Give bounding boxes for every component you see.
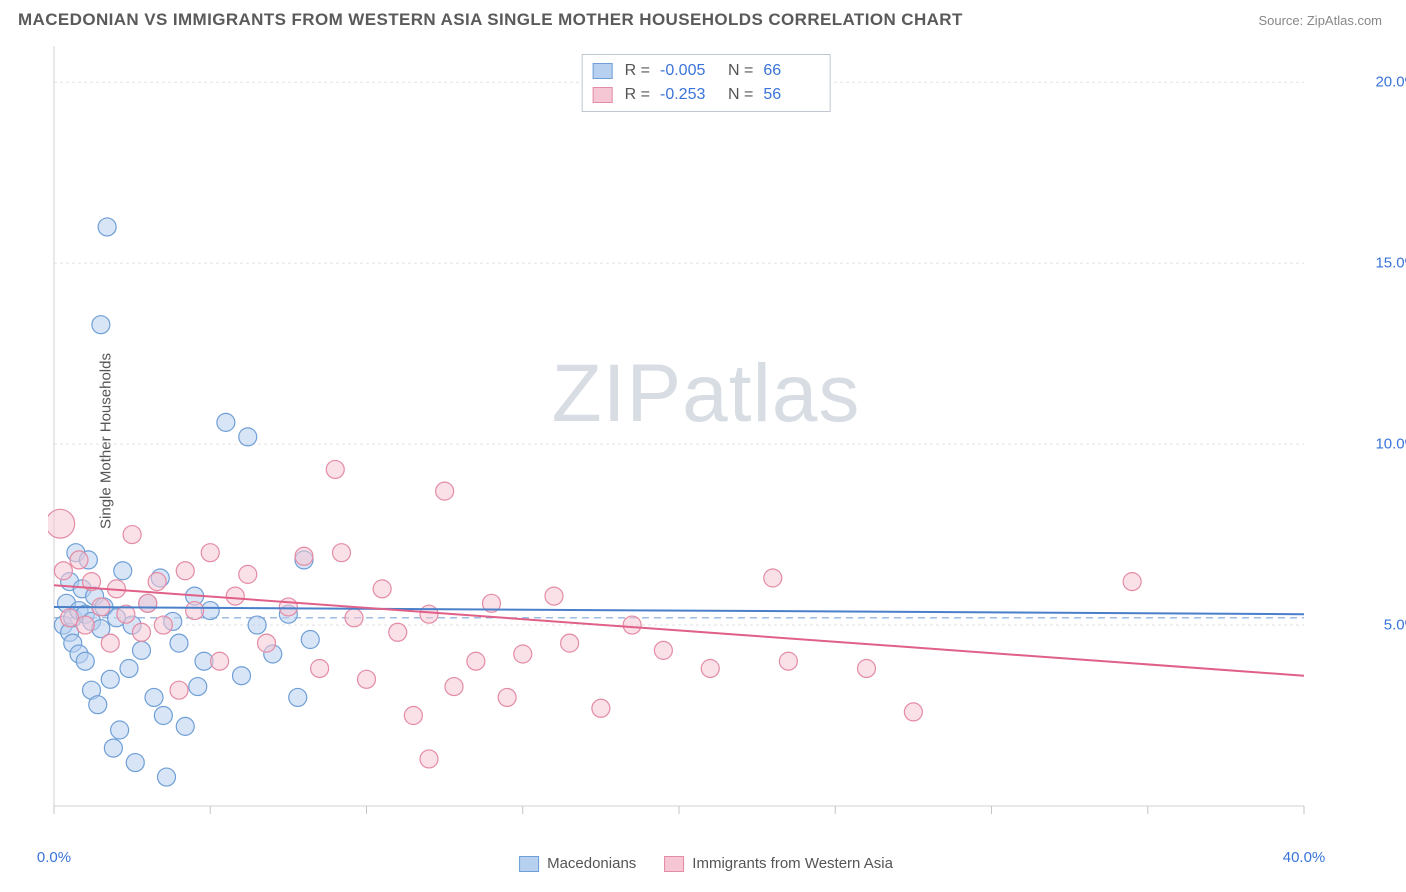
n-label: N = [728, 83, 753, 107]
swatch-immigrants [664, 856, 684, 872]
chart-title: MACEDONIAN VS IMMIGRANTS FROM WESTERN AS… [18, 10, 963, 30]
legend-item-macedonians: Macedonians [519, 855, 636, 872]
swatch-macedonians [519, 856, 539, 872]
swatch-macedonians [593, 63, 613, 79]
n-value-macedonians: 66 [763, 59, 819, 83]
source-label: Source: ZipAtlas.com [1258, 13, 1382, 28]
chart-area: Single Mother Households ZIPatlas R = -0… [48, 46, 1364, 836]
legend-row-macedonians: R = -0.005 N = 66 [593, 59, 820, 83]
y-tick-label: 10.0% [1375, 436, 1406, 453]
n-label: N = [728, 59, 753, 83]
r-label: R = [625, 83, 650, 107]
title-bar: MACEDONIAN VS IMMIGRANTS FROM WESTERN AS… [0, 0, 1406, 34]
correlation-legend: R = -0.005 N = 66 R = -0.253 N = 56 [582, 54, 831, 112]
r-value-macedonians: -0.005 [660, 59, 716, 83]
y-tick-label: 5.0% [1384, 617, 1406, 634]
r-label: R = [625, 59, 650, 83]
series-legend: Macedonians Immigrants from Western Asia [519, 855, 893, 872]
y-tick-label: 15.0% [1375, 255, 1406, 272]
y-tick-label: 20.0% [1375, 74, 1406, 91]
n-value-immigrants: 56 [763, 83, 819, 107]
legend-label-macedonians: Macedonians [547, 855, 636, 872]
x-tick-label: 40.0% [1283, 849, 1326, 866]
x-tick-label: 0.0% [37, 849, 71, 866]
legend-row-immigrants: R = -0.253 N = 56 [593, 83, 820, 107]
swatch-immigrants [593, 87, 613, 103]
r-value-immigrants: -0.253 [660, 83, 716, 107]
legend-label-immigrants: Immigrants from Western Asia [692, 855, 893, 872]
legend-item-immigrants: Immigrants from Western Asia [664, 855, 893, 872]
scatter-plot [48, 46, 1364, 836]
